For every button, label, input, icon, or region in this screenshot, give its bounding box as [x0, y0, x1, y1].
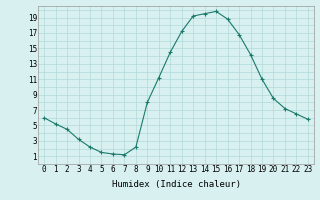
X-axis label: Humidex (Indice chaleur): Humidex (Indice chaleur) — [111, 180, 241, 189]
